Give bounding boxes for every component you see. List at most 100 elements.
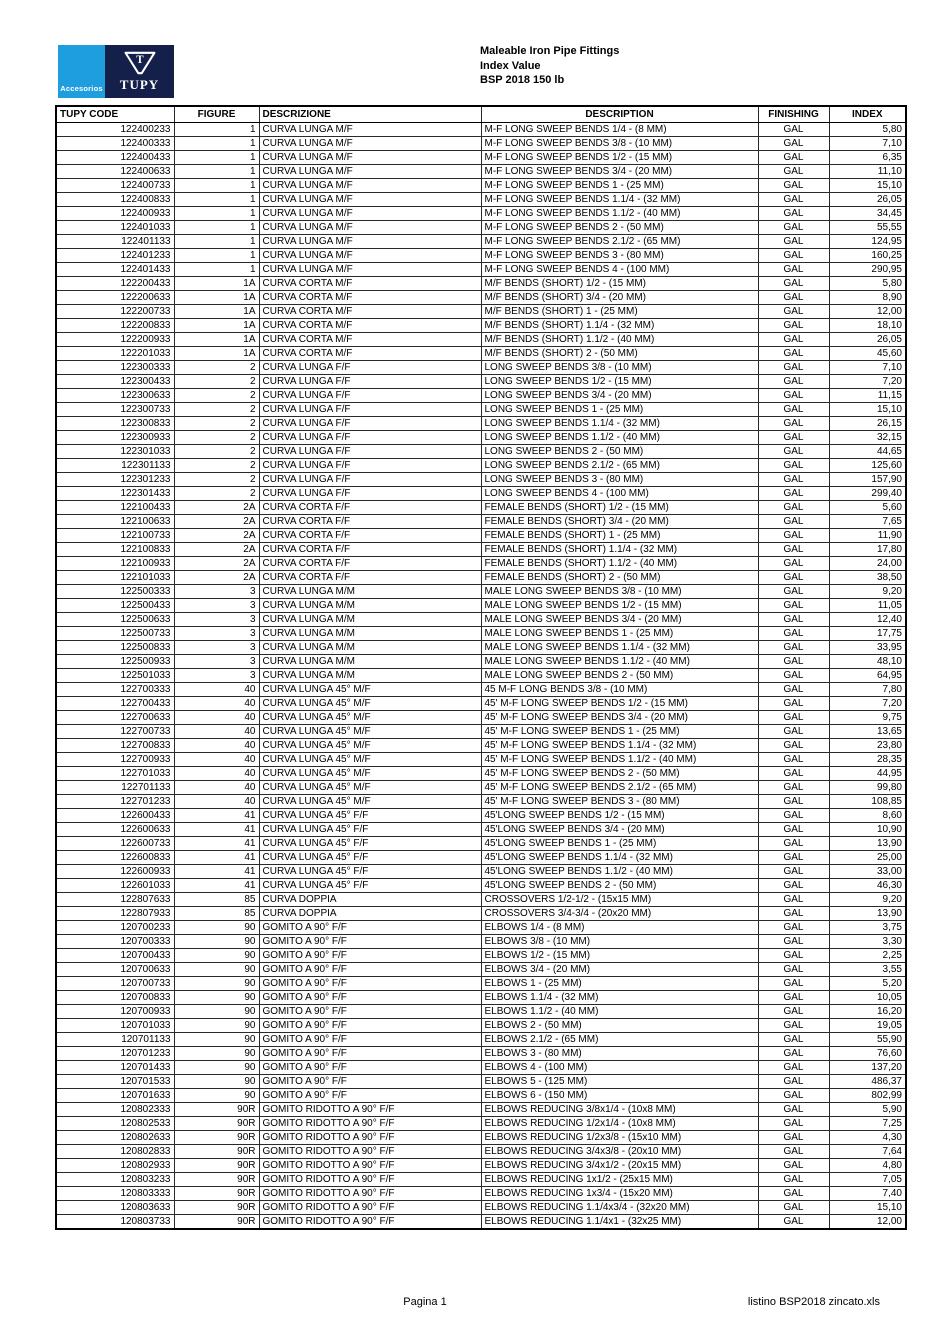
finishing-cell: GAL bbox=[757, 682, 830, 697]
finishing-cell: GAL bbox=[757, 528, 830, 543]
finishing-cell: GAL bbox=[757, 122, 830, 137]
description-cell: M-F LONG SWEEP BENDS 3/4 - (20 MM) bbox=[480, 164, 759, 179]
descrizione-cell: CURVA LUNGA 45° M/F bbox=[258, 780, 482, 795]
table-row: 122500333 3 CURVA LUNGA M/M MALE LONG SWEEP… bbox=[55, 584, 907, 599]
finishing-cell: GAL bbox=[757, 430, 830, 445]
tupy-code-cell: 122400433 bbox=[55, 150, 175, 165]
finishing-cell: GAL bbox=[757, 248, 830, 263]
table-row: 122700733 40 CURVA LUNGA 45° M/F 45' M-F LO… bbox=[55, 724, 907, 739]
tupy-code-cell: 122501033 bbox=[55, 668, 175, 683]
figure-cell: 85 bbox=[173, 892, 260, 907]
description-cell: M/F BENDS (SHORT) 1.1/4 - (32 MM) bbox=[480, 318, 759, 333]
table-row: 120802833 90R GOMITO RIDOTTO A 90° F/F ELBO… bbox=[55, 1144, 907, 1159]
index-cell: 3,30 bbox=[828, 934, 907, 949]
figure-cell: 90R bbox=[173, 1214, 260, 1230]
tupy-code-cell: 122807633 bbox=[55, 892, 175, 907]
tupy-code-cell: 122301033 bbox=[55, 444, 175, 459]
index-cell: 15,10 bbox=[828, 402, 907, 417]
index-cell: 24,00 bbox=[828, 556, 907, 571]
index-cell: 160,25 bbox=[828, 248, 907, 263]
figure-cell: 1 bbox=[173, 206, 260, 221]
description-cell: M/F BENDS (SHORT) 1.1/2 - (40 MM) bbox=[480, 332, 759, 347]
finishing-cell: GAL bbox=[757, 948, 830, 963]
tupy-triangle-icon: T bbox=[124, 51, 155, 75]
index-cell: 9,20 bbox=[828, 584, 907, 599]
index-cell: 7,64 bbox=[828, 1144, 907, 1159]
tupy-code-cell: 122300733 bbox=[55, 402, 175, 417]
page-footer: Pagina 1 listino BSP2018 zincato.xls bbox=[55, 1296, 905, 1312]
finishing-cell: GAL bbox=[757, 864, 830, 879]
table-row: 120700633 90 GOMITO A 90° F/F ELBOWS 3/4 - … bbox=[55, 962, 907, 977]
descrizione-cell: CURVA CORTA M/F bbox=[258, 332, 482, 347]
tupy-code-cell: 122700433 bbox=[55, 696, 175, 711]
finishing-cell: GAL bbox=[757, 1060, 830, 1075]
index-cell: 11,15 bbox=[828, 388, 907, 403]
figure-cell: 40 bbox=[173, 752, 260, 767]
figure-cell: 1 bbox=[173, 178, 260, 193]
figure-cell: 2 bbox=[173, 444, 260, 459]
finishing-cell: GAL bbox=[757, 640, 830, 655]
figure-cell: 41 bbox=[173, 864, 260, 879]
tupy-code-cell: 122400333 bbox=[55, 136, 175, 151]
figure-cell: 41 bbox=[173, 850, 260, 865]
figure-cell: 90 bbox=[173, 1074, 260, 1089]
figure-cell: 1 bbox=[173, 234, 260, 249]
table-row: 122600433 41 CURVA LUNGA 45° F/F 45'LONG SW… bbox=[55, 808, 907, 823]
index-cell: 10,90 bbox=[828, 822, 907, 837]
table-row: 122300333 2 CURVA LUNGA F/F LONG SWEEP BEND… bbox=[55, 360, 907, 375]
figure-cell: 41 bbox=[173, 808, 260, 823]
figure-cell: 3 bbox=[173, 598, 260, 613]
tupy-code-cell: 120700833 bbox=[55, 990, 175, 1005]
figure-cell: 1 bbox=[173, 220, 260, 235]
description-cell: LONG SWEEP BENDS 3/4 - (20 MM) bbox=[480, 388, 759, 403]
descrizione-cell: CURVA LUNGA 45° M/F bbox=[258, 794, 482, 809]
description-cell: CROSSOVERS 1/2-1/2 - (15x15 MM) bbox=[480, 892, 759, 907]
title-line-1: Maleable Iron Pipe Fittings bbox=[480, 45, 620, 57]
figure-cell: 2 bbox=[173, 430, 260, 445]
index-cell: 3,75 bbox=[828, 920, 907, 935]
table-row: 122301233 2 CURVA LUNGA F/F LONG SWEEP BEND… bbox=[55, 472, 907, 487]
descrizione-cell: CURVA LUNGA 45° M/F bbox=[258, 682, 482, 697]
finishing-cell: GAL bbox=[757, 1102, 830, 1117]
table-row: 122301433 2 CURVA LUNGA F/F LONG SWEEP BEND… bbox=[55, 486, 907, 501]
index-cell: 11,05 bbox=[828, 598, 907, 613]
finishing-cell: GAL bbox=[757, 752, 830, 767]
index-cell: 18,10 bbox=[828, 318, 907, 333]
description-cell: LONG SWEEP BENDS 2.1/2 - (65 MM) bbox=[480, 458, 759, 473]
description-cell: ELBOWS REDUCING 3/4x1/2 - (20x15 MM) bbox=[480, 1158, 759, 1173]
index-cell: 7,40 bbox=[828, 1186, 907, 1201]
table-row: 122301033 2 CURVA LUNGA F/F LONG SWEEP BEND… bbox=[55, 444, 907, 459]
figure-cell: 2 bbox=[173, 472, 260, 487]
finishing-cell: GAL bbox=[757, 360, 830, 375]
tupy-code-cell: 122200933 bbox=[55, 332, 175, 347]
description-cell: FEMALE BENDS (SHORT) 3/4 - (20 MM) bbox=[480, 514, 759, 529]
index-cell: 11,90 bbox=[828, 528, 907, 543]
descrizione-cell: CURVA LUNGA F/F bbox=[258, 430, 482, 445]
table-row: 122700333 40 CURVA LUNGA 45° M/F 45 M-F LON… bbox=[55, 682, 907, 697]
table-row: 122700833 40 CURVA LUNGA 45° M/F 45' M-F LO… bbox=[55, 738, 907, 753]
table-row: 122100733 2A CURVA CORTA F/F FEMALE BENDS (… bbox=[55, 528, 907, 543]
figure-cell: 2 bbox=[173, 360, 260, 375]
description-cell: M-F LONG SWEEP BENDS 2 - (50 MM) bbox=[480, 220, 759, 235]
index-cell: 38,50 bbox=[828, 570, 907, 585]
document-title: Maleable Iron Pipe Fittings Index Value … bbox=[480, 44, 619, 88]
finishing-cell: GAL bbox=[757, 710, 830, 725]
index-cell: 7,05 bbox=[828, 1172, 907, 1187]
description-cell: LONG SWEEP BENDS 1.1/4 - (32 MM) bbox=[480, 416, 759, 431]
descrizione-cell: CURVA LUNGA M/M bbox=[258, 584, 482, 599]
tupy-code-cell: 120803633 bbox=[55, 1200, 175, 1215]
tupy-code-cell: 120700933 bbox=[55, 1004, 175, 1019]
description-cell: MALE LONG SWEEP BENDS 1/2 - (15 MM) bbox=[480, 598, 759, 613]
description-cell: LONG SWEEP BENDS 1/2 - (15 MM) bbox=[480, 374, 759, 389]
tupy-code-cell: 122807933 bbox=[55, 906, 175, 921]
description-cell: ELBOWS 3 - (80 MM) bbox=[480, 1046, 759, 1061]
descrizione-cell: CURVA LUNGA M/F bbox=[258, 136, 482, 151]
figure-cell: 85 bbox=[173, 906, 260, 921]
tupy-code-cell: 122200733 bbox=[55, 304, 175, 319]
descrizione-cell: CURVA LUNGA M/F bbox=[258, 164, 482, 179]
table-row: 122401133 1 CURVA LUNGA M/F M-F LONG SWEEP … bbox=[55, 234, 907, 249]
table-row: 122501033 3 CURVA LUNGA M/M MALE LONG SWEEP… bbox=[55, 668, 907, 683]
description-cell: 45'LONG SWEEP BENDS 1 - (25 MM) bbox=[480, 836, 759, 851]
tupy-code-cell: 120700633 bbox=[55, 962, 175, 977]
index-cell: 64,95 bbox=[828, 668, 907, 683]
